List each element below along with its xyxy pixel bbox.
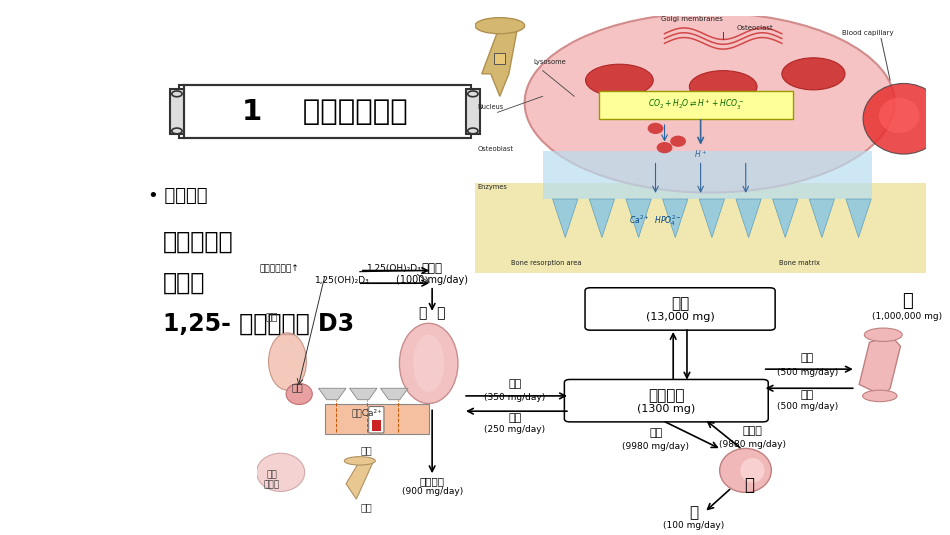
Text: Bone resorption area: Bone resorption area	[511, 260, 581, 266]
Text: Blood capillary: Blood capillary	[842, 30, 893, 36]
Ellipse shape	[585, 64, 654, 96]
Text: 钙吸收: 钙吸收	[422, 262, 443, 274]
Text: $Ca^{2+}$  $HPO_4^{2-}$: $Ca^{2+}$ $HPO_4^{2-}$	[629, 213, 682, 227]
Polygon shape	[846, 199, 871, 238]
Ellipse shape	[475, 18, 524, 34]
Text: 甲状旁腺激素↑: 甲状旁腺激素↑	[260, 265, 299, 274]
Text: 1,25- 二羟维生素 D3: 1,25- 二羟维生素 D3	[163, 312, 354, 336]
Text: 大肠排泄: 大肠排泄	[420, 476, 445, 486]
Text: 分泌: 分泌	[508, 412, 522, 423]
Text: (1,000,000 mg): (1,000,000 mg)	[872, 312, 942, 322]
Text: $CO_2 + H_2O \rightleftharpoons H^+ + HCO_3^-$: $CO_2 + H_2O \rightleftharpoons H^+ + HC…	[648, 98, 745, 112]
FancyBboxPatch shape	[180, 85, 470, 139]
Text: 重吸收: 重吸收	[743, 426, 762, 436]
Text: 甲状旁腺素: 甲状旁腺素	[163, 230, 234, 254]
Ellipse shape	[399, 323, 458, 403]
Polygon shape	[699, 199, 725, 238]
Polygon shape	[859, 335, 901, 396]
Ellipse shape	[256, 453, 305, 492]
Polygon shape	[542, 151, 872, 199]
Text: Osteoclast: Osteoclast	[736, 26, 773, 32]
Ellipse shape	[524, 13, 895, 193]
Text: Nucleus: Nucleus	[477, 104, 504, 110]
Polygon shape	[380, 388, 408, 400]
Text: 1    钙磷代谢概况: 1 钙磷代谢概况	[242, 97, 408, 126]
Polygon shape	[809, 199, 834, 238]
FancyBboxPatch shape	[585, 288, 775, 330]
Ellipse shape	[670, 135, 686, 147]
Ellipse shape	[863, 390, 897, 402]
Ellipse shape	[656, 142, 673, 154]
Text: 尿: 尿	[690, 506, 698, 521]
Text: (350 mg/day): (350 mg/day)	[484, 393, 545, 402]
Text: 肌肉
神经元: 肌肉 神经元	[263, 470, 279, 490]
FancyBboxPatch shape	[466, 89, 480, 134]
Text: 骨: 骨	[902, 292, 913, 310]
Text: 细胞: 细胞	[671, 296, 689, 311]
Text: 吸收: 吸收	[801, 390, 814, 400]
Text: Enzymes: Enzymes	[477, 185, 507, 190]
Ellipse shape	[782, 58, 846, 90]
Text: (13,000 mg): (13,000 mg)	[646, 312, 714, 323]
Text: 降钙素: 降钙素	[163, 271, 205, 295]
Text: 沉积: 沉积	[801, 353, 814, 363]
Text: Golgi membranes: Golgi membranes	[660, 16, 723, 22]
Text: 小肠: 小肠	[265, 311, 278, 322]
Ellipse shape	[740, 458, 765, 483]
Text: (250 mg/day): (250 mg/day)	[484, 425, 545, 434]
FancyBboxPatch shape	[170, 89, 183, 134]
Ellipse shape	[720, 448, 771, 492]
Polygon shape	[346, 461, 373, 499]
Polygon shape	[482, 26, 518, 96]
Text: • 调节激素: • 调节激素	[148, 187, 208, 205]
Text: (9980 mg/day): (9980 mg/day)	[622, 441, 690, 450]
Ellipse shape	[286, 384, 313, 404]
Ellipse shape	[864, 328, 902, 341]
Ellipse shape	[879, 98, 920, 133]
Text: (9880 mg/day): (9880 mg/day)	[719, 440, 786, 449]
Text: 1,25(OH)₂D₃: 1,25(OH)₂D₃	[367, 264, 422, 272]
Text: 肾脏: 肾脏	[292, 382, 304, 392]
Text: 血浆Ca²⁺: 血浆Ca²⁺	[352, 408, 382, 417]
Ellipse shape	[690, 71, 757, 103]
FancyBboxPatch shape	[325, 403, 428, 434]
Text: Lysosome: Lysosome	[534, 59, 566, 65]
Text: 小  肠: 小 肠	[419, 307, 446, 320]
Text: 骨髓: 骨髓	[361, 445, 372, 455]
Polygon shape	[662, 199, 688, 238]
Polygon shape	[736, 199, 761, 238]
Ellipse shape	[413, 335, 445, 392]
Polygon shape	[475, 183, 926, 273]
Text: 矿化: 矿化	[361, 502, 372, 513]
Text: (900 mg/day): (900 mg/day)	[402, 487, 463, 496]
Ellipse shape	[344, 457, 375, 465]
Text: 肾: 肾	[744, 476, 754, 493]
Polygon shape	[626, 199, 651, 238]
FancyBboxPatch shape	[494, 53, 505, 64]
Text: (500 mg/day): (500 mg/day)	[777, 368, 838, 377]
Text: 吸收: 吸收	[508, 379, 522, 389]
Text: 1,25(OH)₂D₃: 1,25(OH)₂D₃	[315, 276, 370, 285]
Text: (100 mg/day): (100 mg/day)	[663, 521, 725, 530]
Text: $H^+$: $H^+$	[694, 148, 708, 160]
Polygon shape	[772, 199, 798, 238]
Text: (1000 mg/day): (1000 mg/day)	[396, 275, 468, 285]
Polygon shape	[318, 388, 346, 400]
Text: Bone matrix: Bone matrix	[779, 260, 821, 266]
FancyBboxPatch shape	[369, 407, 384, 433]
FancyBboxPatch shape	[371, 420, 381, 431]
Polygon shape	[589, 199, 615, 238]
Ellipse shape	[269, 333, 307, 390]
Polygon shape	[553, 199, 578, 238]
Polygon shape	[350, 388, 377, 400]
Text: 滤过: 滤过	[650, 428, 662, 438]
FancyBboxPatch shape	[564, 379, 769, 422]
FancyBboxPatch shape	[599, 91, 793, 119]
Ellipse shape	[863, 83, 944, 154]
Text: (500 mg/day): (500 mg/day)	[777, 402, 838, 411]
Text: (1300 mg): (1300 mg)	[637, 404, 695, 414]
Text: Osteoblast: Osteoblast	[477, 146, 513, 152]
Ellipse shape	[648, 123, 663, 134]
Text: 细胞外液: 细胞外液	[648, 388, 685, 403]
